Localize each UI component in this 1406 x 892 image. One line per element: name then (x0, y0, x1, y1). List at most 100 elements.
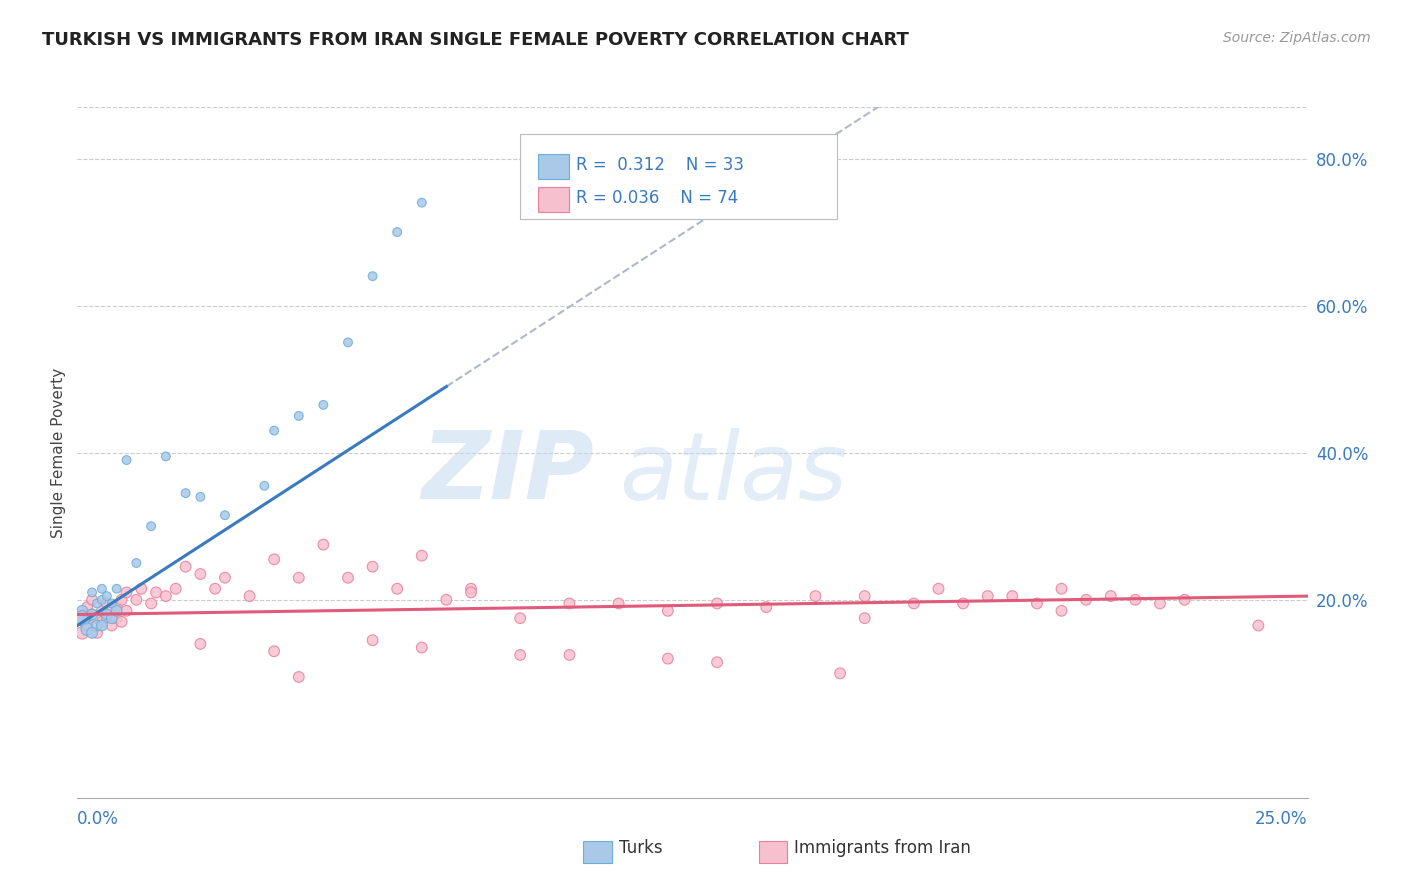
Point (853, 589, 876, 603)
Point (558, 597, 581, 611)
Point (263, 552, 285, 566)
Point (460, 585, 482, 599)
Point (105, 582, 128, 596)
Point (312, 538, 335, 552)
Point (115, 453, 138, 467)
Point (1050, 582, 1073, 596)
Point (853, 611, 876, 625)
Point (105, 611, 128, 625)
Point (361, 633, 384, 648)
Point (174, 486, 197, 500)
Point (952, 597, 974, 611)
Text: ZIP: ZIP (422, 427, 595, 519)
Point (90, 582, 114, 596)
Point (337, 335, 360, 350)
Point (101, 618, 124, 632)
Point (70, 611, 93, 625)
Point (111, 592, 132, 607)
Point (214, 571, 236, 585)
Point (96, 611, 118, 625)
Text: 0.0%: 0.0% (77, 810, 120, 828)
Point (96, 597, 118, 611)
Point (337, 571, 360, 585)
Point (263, 424, 285, 438)
Point (165, 582, 187, 596)
Point (385, 225, 409, 239)
Point (204, 582, 226, 596)
Point (214, 508, 236, 523)
Point (804, 589, 827, 603)
Point (239, 589, 262, 603)
Point (105, 600, 128, 615)
Point (129, 582, 153, 596)
Point (1099, 589, 1122, 603)
Text: Turks: Turks (619, 839, 662, 857)
Point (460, 582, 482, 596)
Point (141, 597, 163, 611)
Point (86, 618, 108, 632)
Point (82, 607, 104, 622)
Point (125, 592, 148, 607)
Point (1174, 592, 1197, 607)
Point (90, 592, 114, 607)
Point (125, 556, 148, 570)
Point (1149, 597, 1171, 611)
Text: R = 0.036    N = 74: R = 0.036 N = 74 (576, 189, 738, 207)
Point (76, 611, 98, 625)
Point (1125, 592, 1147, 607)
Text: TURKISH VS IMMIGRANTS FROM IRAN SINGLE FEMALE POVERTY CORRELATION CHART: TURKISH VS IMMIGRANTS FROM IRAN SINGLE F… (42, 31, 910, 49)
Text: R =  0.312    N = 33: R = 0.312 N = 33 (576, 156, 744, 174)
Point (90, 615, 114, 629)
Point (141, 519, 163, 533)
Point (82, 607, 104, 622)
Point (1026, 597, 1049, 611)
Point (70, 625, 93, 640)
Point (82, 592, 104, 607)
Point (288, 670, 311, 684)
Text: atlas: atlas (619, 428, 846, 519)
Point (385, 582, 409, 596)
Point (977, 589, 1000, 603)
Point (76, 622, 98, 636)
Point (145, 585, 167, 599)
Point (657, 651, 679, 665)
Point (82, 625, 104, 640)
Point (1076, 592, 1098, 607)
Point (90, 604, 114, 618)
Point (101, 611, 124, 625)
Point (101, 597, 124, 611)
Point (411, 549, 433, 563)
Point (86, 597, 108, 611)
Point (111, 615, 132, 629)
Point (101, 604, 124, 618)
Text: Source: ZipAtlas.com: Source: ZipAtlas.com (1223, 31, 1371, 45)
Point (76, 600, 98, 615)
Point (115, 585, 138, 599)
Point (706, 597, 728, 611)
Point (830, 666, 852, 681)
Point (755, 600, 778, 615)
Point (115, 604, 138, 618)
Point (155, 589, 177, 603)
Point (155, 450, 177, 464)
Point (76, 618, 98, 632)
Point (657, 604, 679, 618)
Point (928, 582, 950, 596)
Point (436, 592, 458, 607)
Point (288, 571, 311, 585)
Point (96, 607, 118, 622)
Point (607, 597, 630, 611)
Point (558, 648, 581, 662)
Point (188, 637, 212, 651)
Point (1247, 618, 1270, 632)
Point (361, 559, 384, 574)
Point (706, 655, 728, 669)
Point (288, 409, 311, 423)
Text: Immigrants from Iran: Immigrants from Iran (794, 839, 972, 857)
Point (70, 611, 93, 625)
Point (263, 644, 285, 658)
Text: 25.0%: 25.0% (1256, 810, 1308, 828)
Point (188, 490, 212, 504)
Point (1001, 589, 1024, 603)
Point (105, 604, 128, 618)
